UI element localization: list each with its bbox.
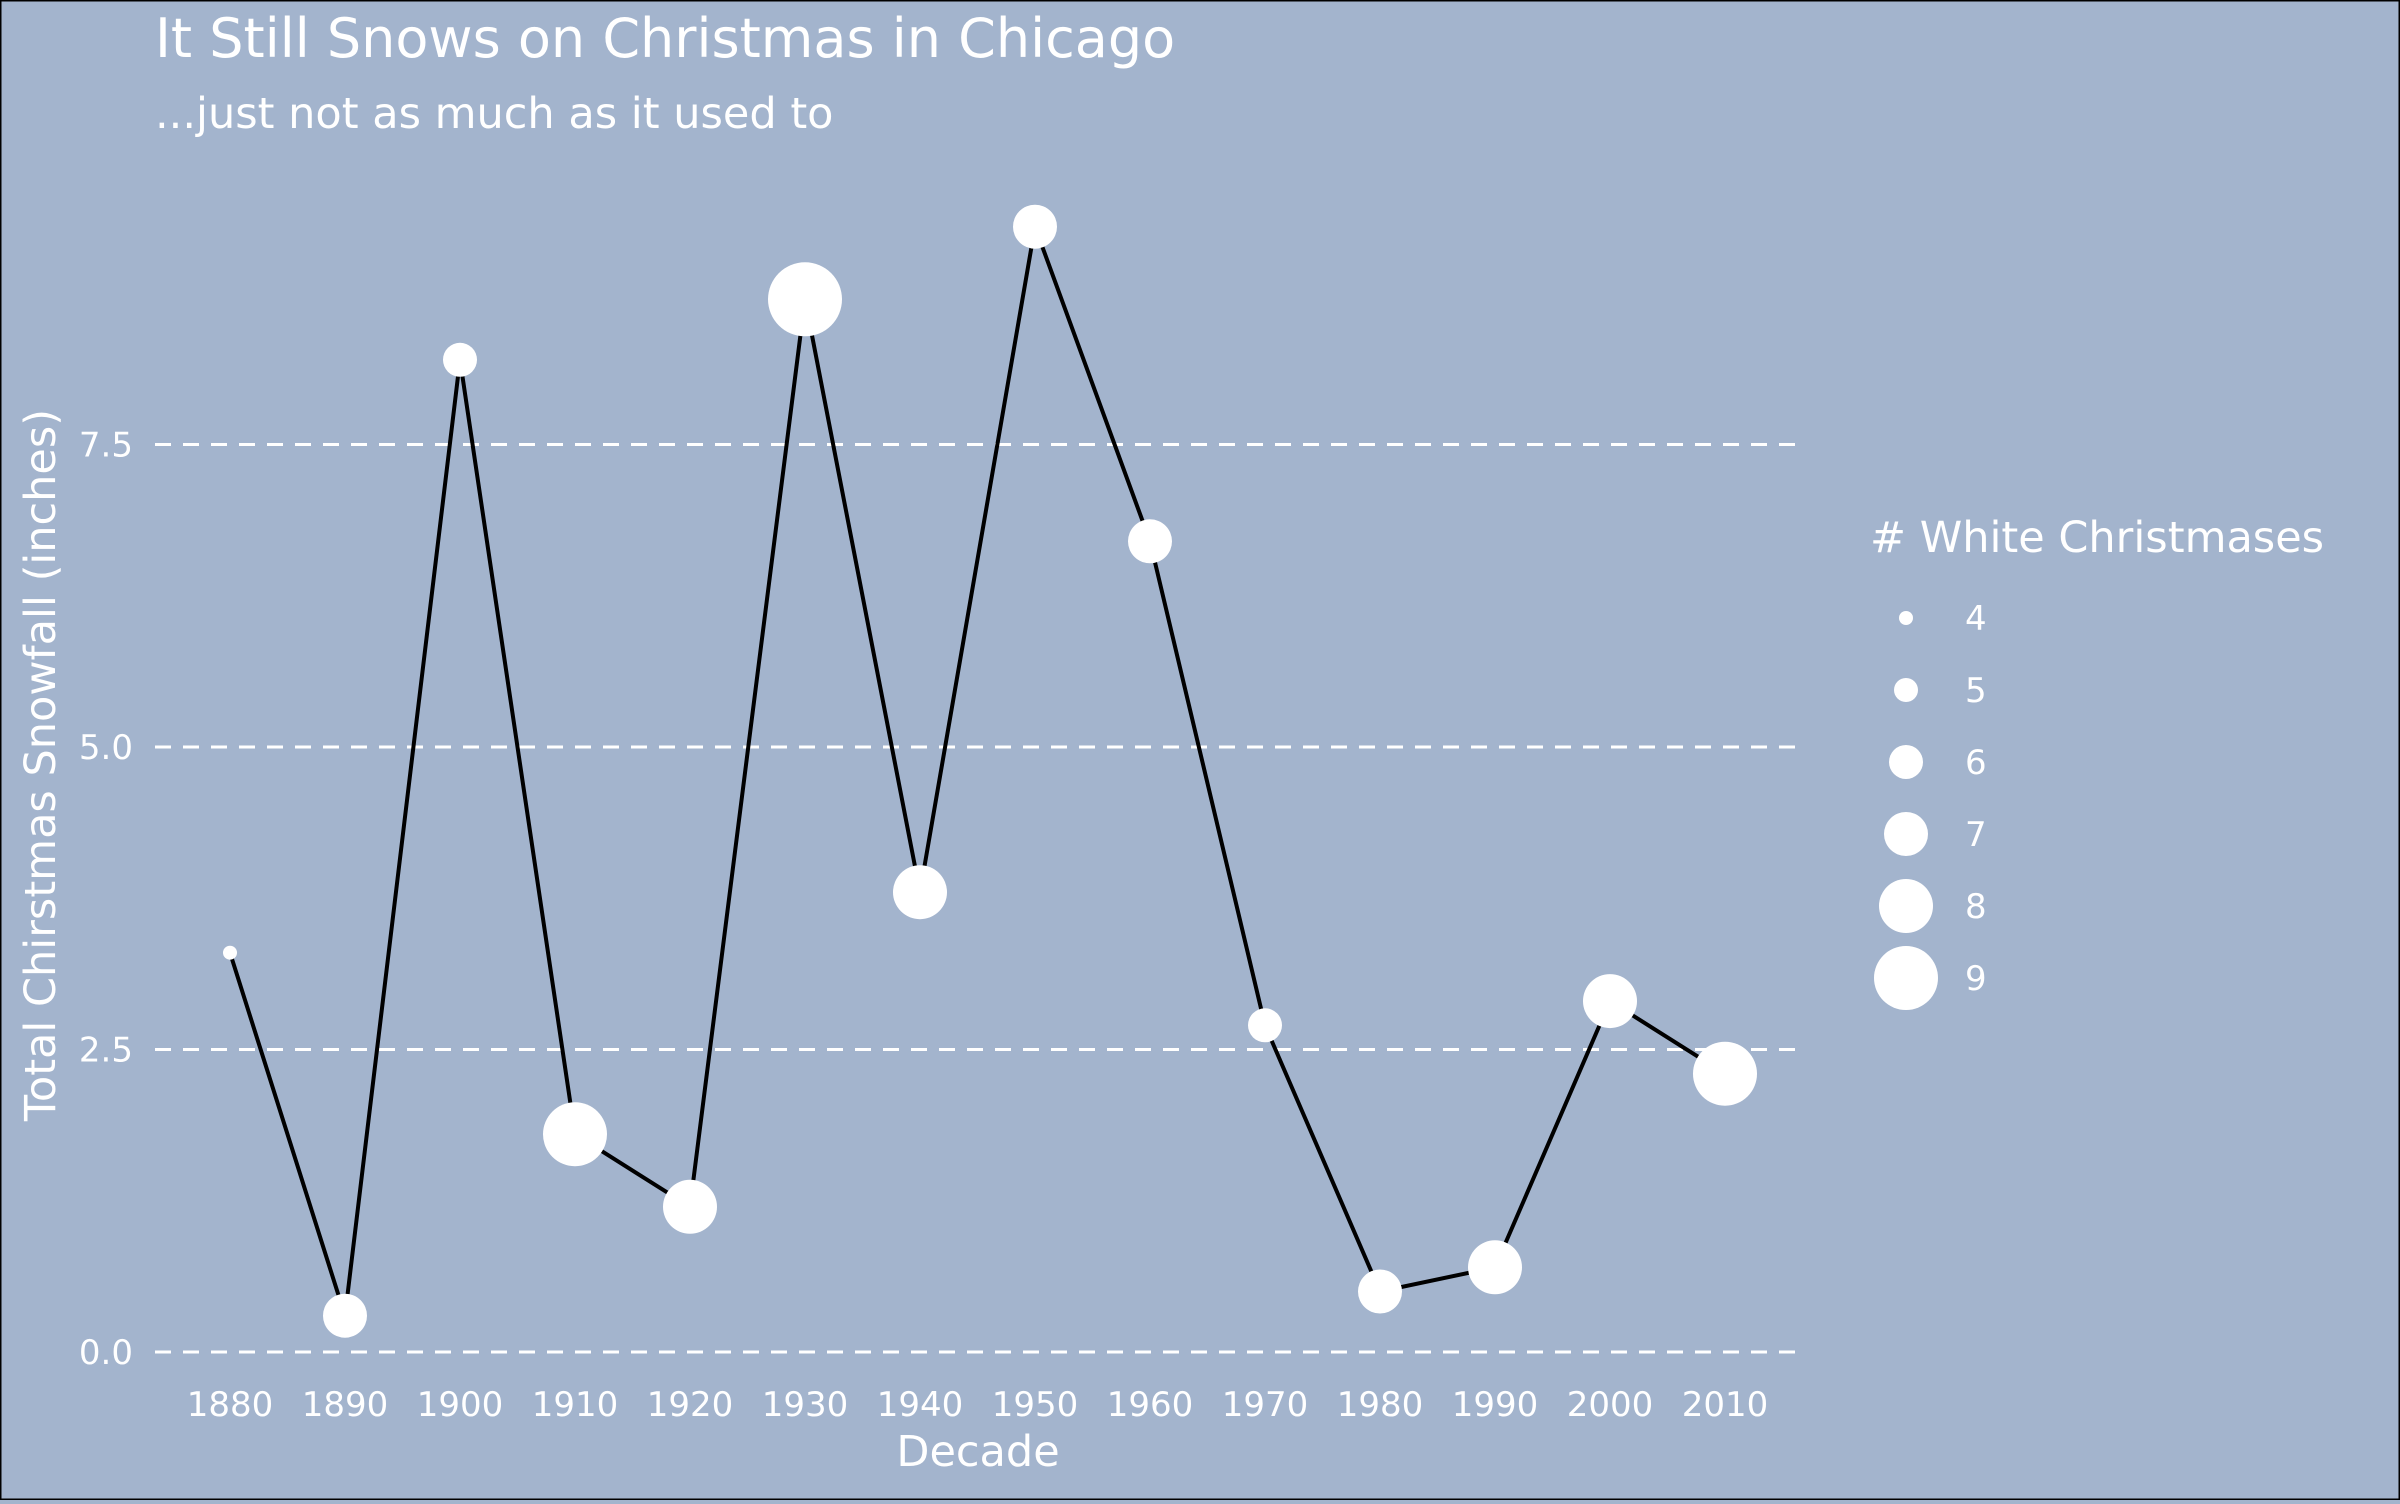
- legend-swatch: [1874, 946, 1938, 1010]
- data-point-1970: [1248, 1008, 1282, 1043]
- data-point-1950: [1013, 204, 1057, 249]
- data-point-1960: [1128, 519, 1172, 564]
- x-tick-label: 1980: [1337, 1385, 1424, 1425]
- data-points: [223, 204, 1757, 1338]
- data-point-1930: [768, 262, 842, 337]
- x-tick-label: 1880: [187, 1385, 274, 1425]
- legend-title: # White Christmases: [1870, 513, 2324, 563]
- legend-items: 4 5 6 7 8 9: [1874, 599, 1987, 1010]
- data-point-2000: [1583, 974, 1637, 1029]
- legend-label: 5: [1965, 671, 1987, 711]
- x-tick-label: 1920: [647, 1385, 734, 1425]
- x-tick-labels: 1880 1890 1900 1910 1920 1930 1940 1950 1960 1970…: [187, 1385, 1769, 1425]
- y-tick-label: 2.5: [79, 1031, 133, 1071]
- legend-swatch: [1879, 879, 1933, 933]
- legend-swatch: [1884, 812, 1928, 856]
- legend-swatch: [1894, 678, 1918, 702]
- grid-lines: [155, 443, 1800, 1354]
- data-point-1940: [893, 865, 947, 920]
- data-point-1990: [1468, 1240, 1522, 1295]
- x-tick-label: 1960: [1107, 1385, 1194, 1425]
- data-point-1890: [323, 1293, 367, 1338]
- data-point-2010: [1693, 1041, 1757, 1106]
- x-tick-label: 1930: [762, 1385, 849, 1425]
- y-tick-labels: 0.0 2.5 5.0 7.5: [79, 426, 133, 1374]
- y-tick-label: 5.0: [79, 728, 133, 768]
- x-tick-label: 2000: [1567, 1385, 1654, 1425]
- x-tick-label: 1940: [877, 1385, 964, 1425]
- x-tick-label: 1950: [992, 1385, 1079, 1425]
- x-axis-label: Decade: [896, 1427, 1059, 1477]
- x-tick-label: 1910: [532, 1385, 619, 1425]
- legend: # White Christmases 4 5 6 7 8 9: [1870, 513, 2324, 1010]
- x-tick-label: 1970: [1222, 1385, 1309, 1425]
- y-tick-label: 7.5: [79, 426, 133, 466]
- legend-swatch: [1899, 611, 1913, 625]
- data-point-1910: [543, 1102, 607, 1167]
- legend-label: 7: [1965, 815, 1987, 855]
- legend-label: 6: [1965, 743, 1987, 783]
- x-tick-label: 2010: [1682, 1385, 1769, 1425]
- data-point-1980: [1358, 1269, 1402, 1314]
- legend-label: 8: [1965, 887, 1987, 927]
- data-point-1900: [443, 342, 477, 377]
- legend-label: 4: [1965, 599, 1987, 639]
- data-point-1920: [663, 1179, 717, 1234]
- x-tick-label: 1890: [302, 1385, 389, 1425]
- x-tick-label: 1900: [417, 1385, 504, 1425]
- legend-label: 9: [1965, 959, 1987, 999]
- data-point-1880: [223, 945, 237, 960]
- chart-title: It Still Snows on Christmas in Chicago: [155, 7, 1175, 70]
- y-axis-label: Total Chirstmas Snowfall (inches): [16, 409, 66, 1122]
- x-tick-label: 1990: [1452, 1385, 1539, 1425]
- y-tick-label: 0.0: [79, 1333, 133, 1373]
- legend-swatch: [1889, 745, 1923, 779]
- chart-subtitle: ...just not as much as it used to: [155, 89, 834, 139]
